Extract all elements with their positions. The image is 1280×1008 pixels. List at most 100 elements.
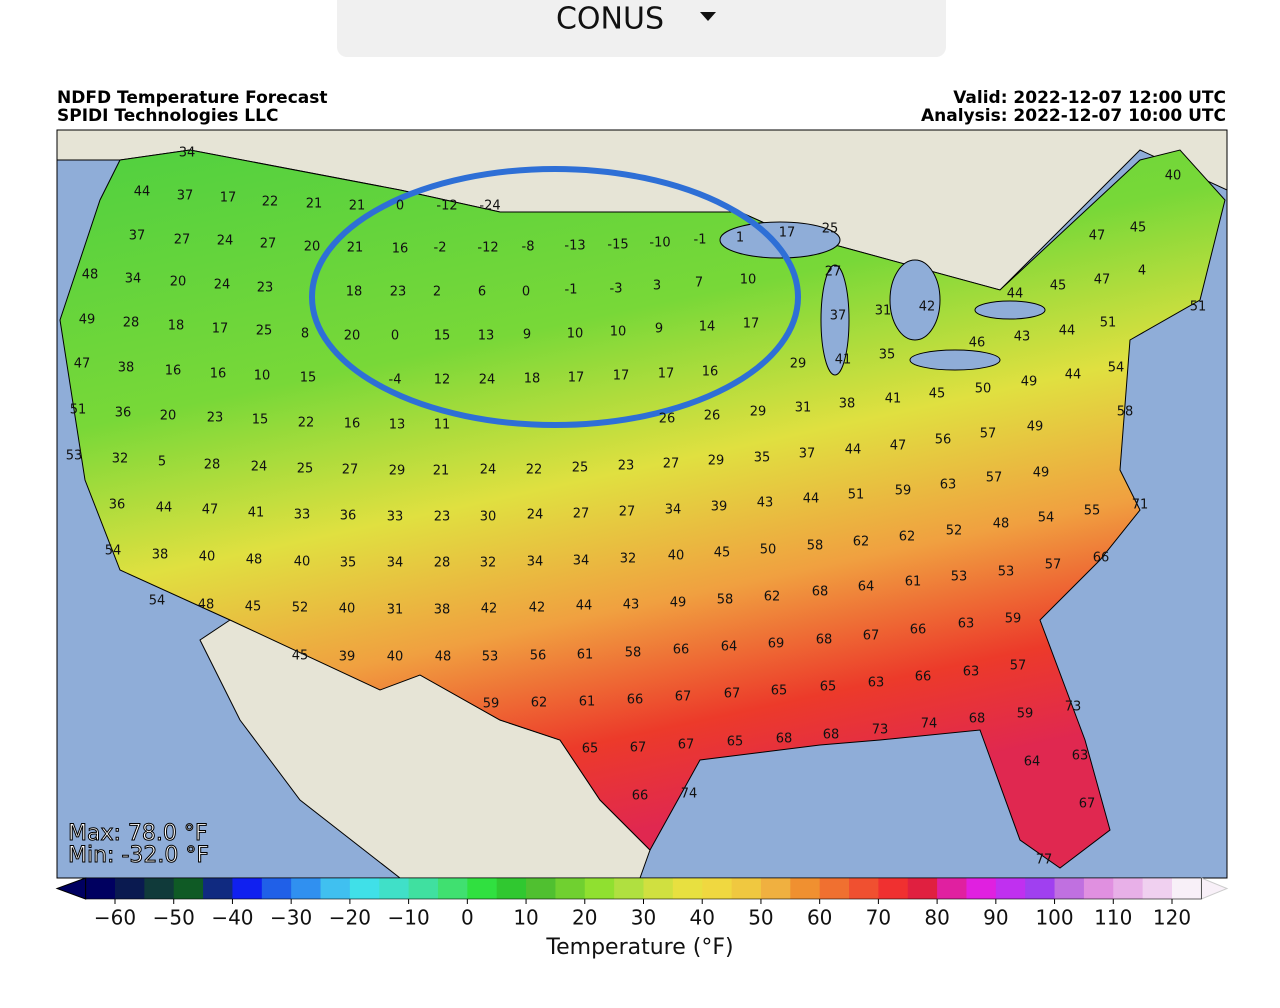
colorbar-tick-label: 70 bbox=[866, 906, 891, 930]
colorbar-tick-label: 80 bbox=[924, 906, 949, 930]
temp-label: -1 bbox=[694, 233, 707, 248]
temp-label: 53 bbox=[998, 565, 1015, 580]
colorbar-arrow-high bbox=[1200, 877, 1229, 900]
temp-label: 16 bbox=[392, 242, 409, 257]
temp-label: 39 bbox=[711, 500, 728, 515]
temp-label: 42 bbox=[919, 300, 936, 315]
temp-label: 38 bbox=[118, 361, 135, 376]
temp-label: 26 bbox=[659, 412, 676, 427]
temp-label: 39 bbox=[339, 650, 356, 665]
region-select[interactable] bbox=[337, 0, 946, 57]
analysis-time: Analysis: 2022-12-07 10:00 UTC bbox=[921, 106, 1226, 126]
temp-label: 63 bbox=[868, 676, 885, 691]
colorbar-swatch bbox=[966, 878, 997, 899]
temp-label: 9 bbox=[523, 328, 531, 343]
colorbar-swatch bbox=[790, 878, 821, 899]
temp-label: 9 bbox=[655, 322, 663, 337]
colorbar-swatch bbox=[907, 878, 938, 899]
temp-label: 21 bbox=[349, 199, 366, 214]
colorbar-tick-label: 60 bbox=[807, 906, 832, 930]
temp-label: 54 bbox=[1038, 511, 1055, 526]
temp-label: 44 bbox=[845, 443, 862, 458]
temp-label: 42 bbox=[481, 602, 498, 617]
temp-label: 58 bbox=[625, 646, 642, 661]
temp-label: 28 bbox=[204, 458, 221, 473]
temp-label: 40 bbox=[387, 650, 404, 665]
temp-label: 3 bbox=[653, 279, 661, 294]
temp-label: 24 bbox=[214, 278, 231, 293]
temp-label: 43 bbox=[623, 598, 640, 613]
temp-label: 22 bbox=[298, 416, 315, 431]
colorbar-tick-label: 0 bbox=[461, 906, 474, 930]
temp-label: 34 bbox=[125, 272, 142, 287]
temp-label: 77 bbox=[1036, 853, 1053, 868]
temp-label: 25 bbox=[297, 462, 314, 477]
temp-label: 17 bbox=[568, 371, 585, 386]
temp-label: 23 bbox=[618, 459, 635, 474]
temp-label: 31 bbox=[875, 304, 892, 319]
temp-label: 17 bbox=[220, 191, 237, 206]
temp-label: 13 bbox=[389, 418, 406, 433]
great-lakes bbox=[719, 221, 1046, 376]
colorbar-tick-label: 30 bbox=[631, 906, 656, 930]
temp-label: 40 bbox=[1165, 169, 1182, 184]
colorbar-swatch bbox=[115, 878, 145, 899]
temp-label: 18 bbox=[168, 319, 185, 334]
temp-label: 29 bbox=[790, 357, 807, 372]
temp-label: 36 bbox=[340, 509, 357, 524]
colorbar: −60 −50 −40 −30 −20 −10 0 10 20 30 40 50 60 70 80 90 100… bbox=[55, 877, 1229, 930]
temp-label: 32 bbox=[620, 552, 637, 567]
temp-label: 20 bbox=[344, 329, 361, 344]
temp-label: 37 bbox=[830, 309, 847, 324]
temp-label: 47 bbox=[890, 439, 907, 454]
temp-label: 47 bbox=[202, 503, 219, 518]
temp-label: 35 bbox=[754, 451, 771, 466]
temp-label: 23 bbox=[207, 411, 224, 426]
temp-label: 23 bbox=[257, 281, 274, 296]
colorbar-tick-label: 40 bbox=[689, 906, 714, 930]
temp-label: 66 bbox=[915, 670, 932, 685]
temp-label: 18 bbox=[524, 372, 541, 387]
colorbar-tick-label: 100 bbox=[1035, 906, 1073, 930]
temp-label: 24 bbox=[251, 460, 268, 475]
temp-label: 73 bbox=[1065, 700, 1082, 715]
colorbar-swatch bbox=[437, 878, 468, 899]
dropdown-arrow[interactable] bbox=[700, 12, 716, 21]
colorbar-arrow-low bbox=[55, 877, 87, 900]
temp-label: -10 bbox=[649, 236, 670, 251]
temp-label: 24 bbox=[527, 508, 544, 523]
colorbar-tick-label: 20 bbox=[572, 906, 597, 930]
temp-label: 66 bbox=[627, 693, 644, 708]
temp-label: 43 bbox=[1014, 330, 1031, 345]
valid-time: Valid: 2022-12-07 12:00 UTC bbox=[953, 88, 1226, 108]
temp-label: 17 bbox=[613, 369, 630, 384]
temp-label: 44 bbox=[134, 185, 151, 200]
temp-label: 4 bbox=[1138, 264, 1146, 279]
temp-label: 64 bbox=[721, 640, 738, 655]
colorbar-swatch bbox=[995, 878, 1026, 899]
temp-label: 27 bbox=[342, 463, 359, 478]
temp-label: 17 bbox=[779, 226, 796, 241]
temp-label: 45 bbox=[714, 546, 731, 561]
temp-label: 48 bbox=[993, 517, 1010, 532]
colorbar-swatch bbox=[1083, 878, 1114, 899]
temp-label: 68 bbox=[776, 732, 793, 747]
temp-label: 53 bbox=[66, 449, 83, 464]
colorbar-swatch bbox=[555, 878, 586, 899]
temp-label: 0 bbox=[391, 329, 399, 344]
temp-label: 43 bbox=[757, 496, 774, 511]
temp-label: 20 bbox=[170, 275, 187, 290]
temp-label: 67 bbox=[863, 629, 880, 644]
colorbar-tick-label: −40 bbox=[211, 906, 253, 930]
colorbar-label: Temperature (°F) bbox=[545, 935, 733, 960]
temp-label: 49 bbox=[79, 313, 96, 328]
colorbar-swatch bbox=[643, 878, 674, 899]
temp-label: 71 bbox=[1132, 498, 1149, 513]
temp-label: 46 bbox=[969, 336, 986, 351]
temp-label: 36 bbox=[115, 406, 132, 421]
temp-label: 44 bbox=[1065, 368, 1082, 383]
region-label[interactable]: CONUS bbox=[556, 2, 664, 37]
temp-label: 37 bbox=[129, 229, 146, 244]
temp-label: 23 bbox=[390, 285, 407, 300]
temp-label: 48 bbox=[435, 650, 452, 665]
